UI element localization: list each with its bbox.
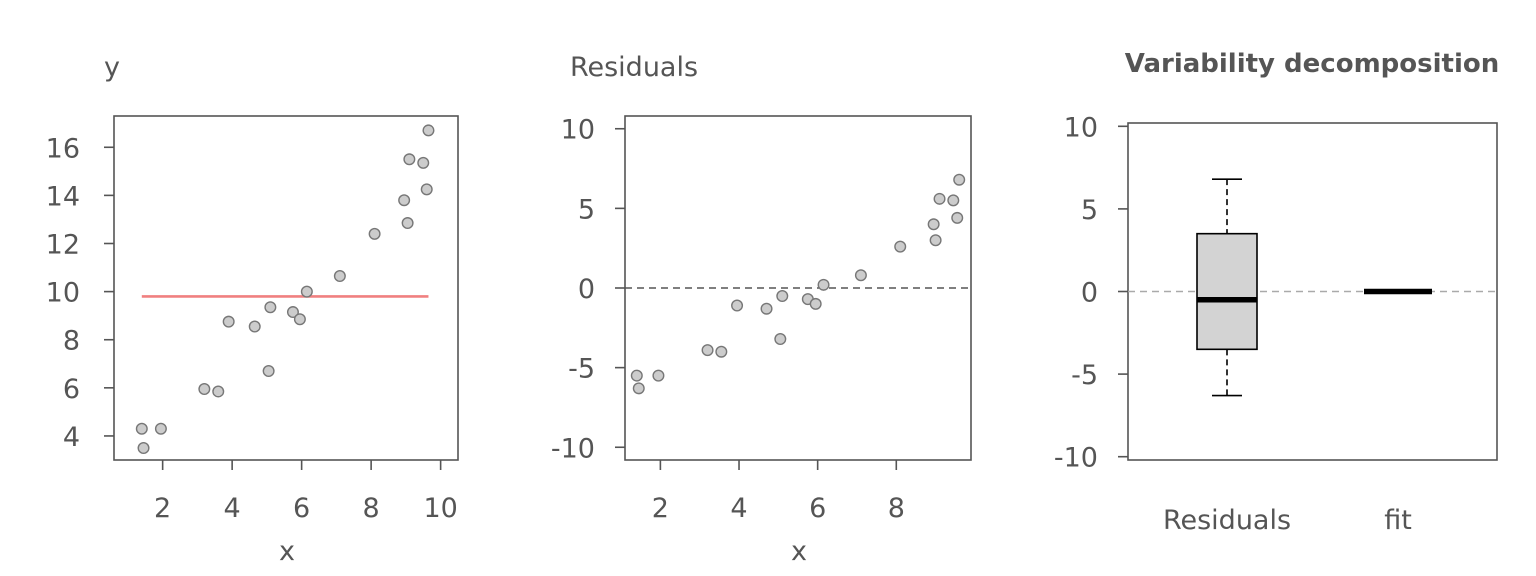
residual-point <box>951 211 964 224</box>
data-point <box>248 320 261 333</box>
residual-point <box>715 345 728 358</box>
y-tick-label: -10 <box>551 433 595 464</box>
data-point <box>198 383 211 396</box>
residual-point <box>809 297 822 310</box>
data-point <box>417 156 430 169</box>
x-tick-label: 6 <box>293 493 310 524</box>
y-tick-label: -5 <box>1071 360 1098 391</box>
y-tick-label: 10 <box>561 115 595 146</box>
x-axis-label: x <box>279 536 295 567</box>
y-tick-label: 8 <box>63 326 80 357</box>
residual-point <box>929 234 942 247</box>
y-tick-label: -10 <box>1054 443 1098 474</box>
x-tick-label: 4 <box>224 493 241 524</box>
y-tick-label: 0 <box>1081 278 1098 309</box>
residual-point <box>731 299 744 312</box>
data-point <box>137 441 150 454</box>
residual-point <box>760 302 773 315</box>
data-point <box>293 313 306 326</box>
y-tick-label: 10 <box>46 278 80 309</box>
category-label: Residuals <box>1163 505 1291 536</box>
data-point <box>222 315 235 328</box>
residual-point <box>947 194 960 207</box>
residual-point <box>701 344 714 357</box>
y-tick-label: 4 <box>63 422 80 453</box>
residual-point <box>774 332 787 345</box>
data-point <box>401 217 414 230</box>
data-point <box>264 301 277 314</box>
y-tick-label: 0 <box>578 274 595 305</box>
y-tick-label: 5 <box>578 194 595 225</box>
residual-point <box>776 289 789 302</box>
x-tick-label: 6 <box>809 493 826 524</box>
x-tick-label: 4 <box>730 493 747 524</box>
x-tick-label: 8 <box>363 493 380 524</box>
y-axis-label: y <box>104 52 120 83</box>
y-tick-label: -5 <box>568 354 595 385</box>
panel-scatter: 2 4 6 8 10 4 6 8 10 12 14 16 y x <box>46 52 459 567</box>
x-tick-label: 2 <box>154 493 171 524</box>
y-tick-label: 10 <box>1064 112 1098 143</box>
y-tick-label: 16 <box>46 133 80 164</box>
box-iqr <box>1196 232 1258 351</box>
data-point <box>135 422 148 435</box>
residual-point <box>927 218 940 231</box>
data-point <box>300 285 313 298</box>
y-tick-label: 12 <box>46 229 80 260</box>
x-tick-label: 8 <box>888 493 905 524</box>
data-point <box>286 306 299 319</box>
residual-point <box>854 269 867 282</box>
panel-variability-boxplot: -10 -5 0 5 10 Variability decomposition Residu… <box>1054 49 1499 536</box>
residual-point <box>632 382 645 395</box>
y-tick-label: 14 <box>46 181 80 212</box>
data-point <box>398 194 411 207</box>
residual-point <box>817 278 830 291</box>
data-point <box>420 183 433 196</box>
chart-title: Variability decomposition <box>1125 49 1500 79</box>
data-point <box>403 153 416 166</box>
plot-frame <box>113 115 459 461</box>
y-axis-label: Residuals <box>570 52 698 83</box>
data-point <box>422 124 435 137</box>
data-point <box>333 269 346 282</box>
data-point <box>262 364 275 377</box>
residual-point <box>630 369 643 382</box>
residual-point <box>894 240 907 253</box>
residual-point <box>933 192 946 205</box>
x-tick-label: 2 <box>652 493 669 524</box>
category-label: fit <box>1384 505 1412 536</box>
residual-point <box>652 369 665 382</box>
x-axis-label: x <box>791 536 807 567</box>
panel-residuals: 2 4 6 8 -10 -5 0 5 10 Residuals x <box>551 52 972 567</box>
residual-point <box>953 173 966 186</box>
data-point <box>368 227 381 240</box>
data-point <box>154 422 167 435</box>
data-point <box>212 385 225 398</box>
y-tick-label: 5 <box>1081 195 1098 226</box>
y-tick-label: 6 <box>63 374 80 405</box>
x-tick-label: 10 <box>423 493 457 524</box>
